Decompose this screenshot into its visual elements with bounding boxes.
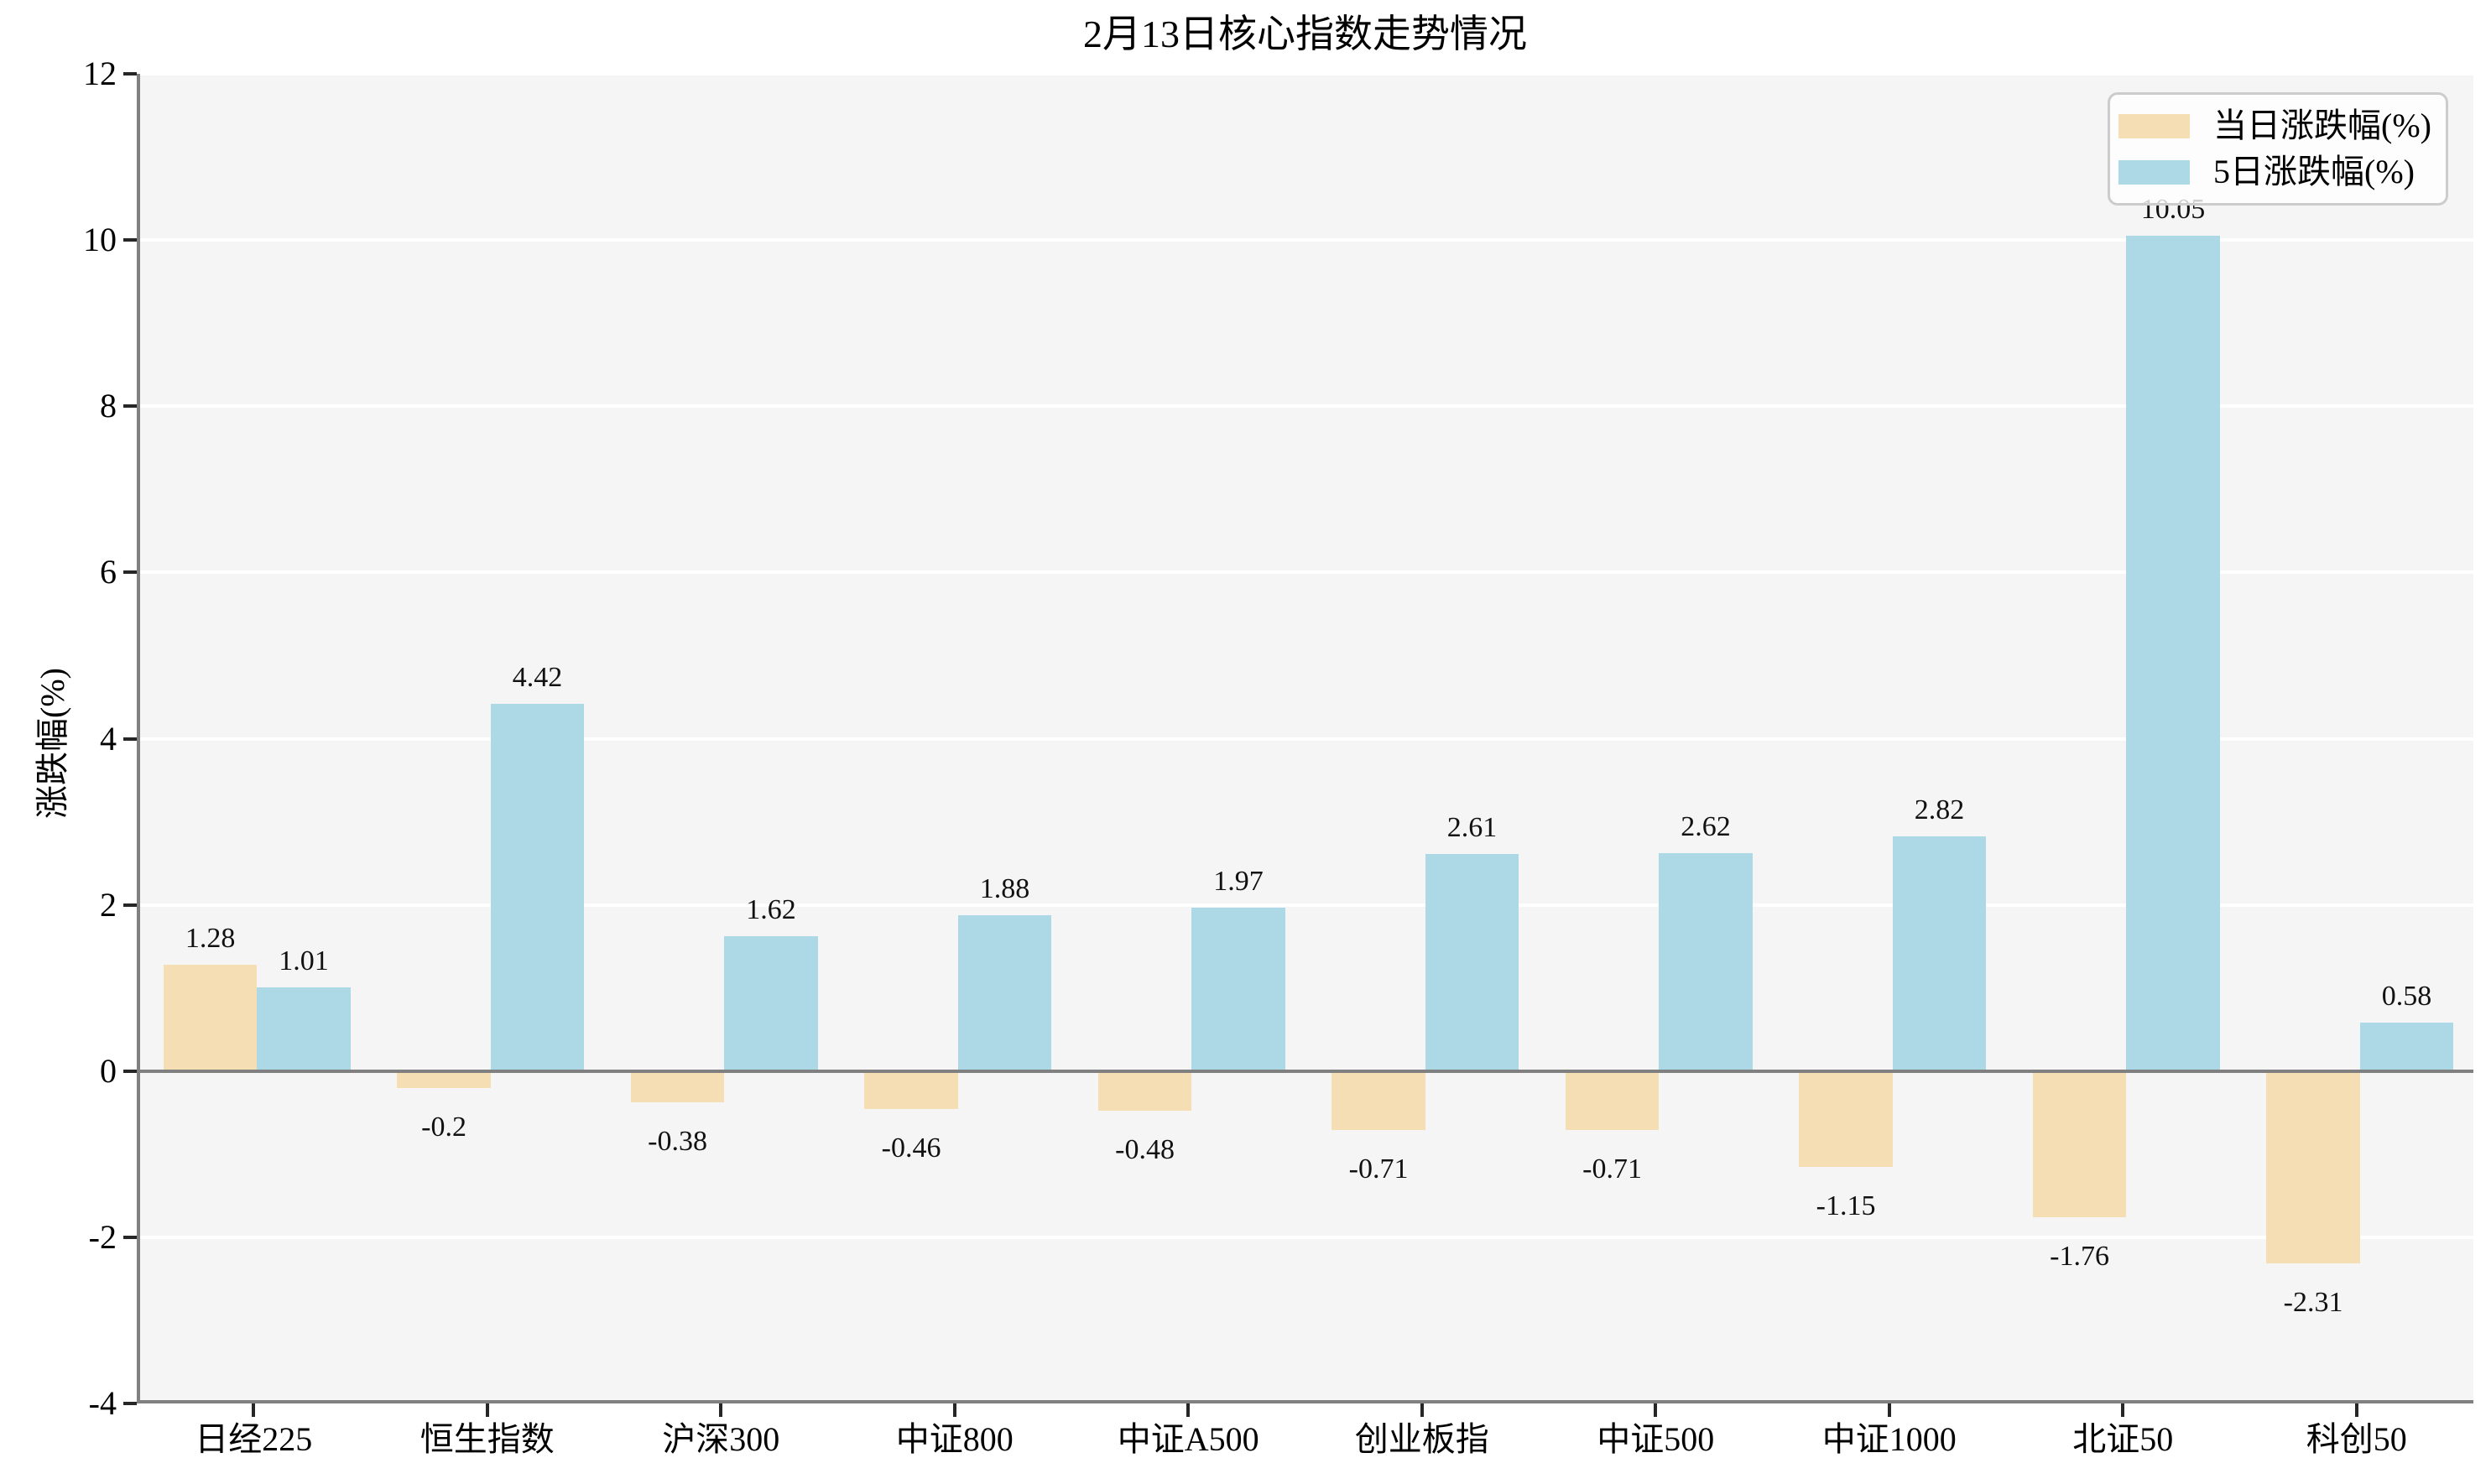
- legend-label-daily: 当日涨跌幅(%): [2213, 107, 2431, 144]
- bar-value-daily-中证A500: -0.48: [1115, 1134, 1175, 1166]
- bar-value-daily-日经225: 1.28: [185, 922, 236, 954]
- zero-axis-line: [140, 1069, 2473, 1073]
- x-tick-mark-创业板指: [1420, 1403, 1424, 1417]
- legend-swatch-daily: [2118, 113, 2190, 138]
- x-tick-label-沪深300: 沪深300: [662, 1420, 780, 1458]
- bar-daily-恒生指数: [397, 1070, 491, 1088]
- bar-daily-中证1000: [1799, 1070, 1893, 1167]
- legend-item-daily: 当日涨跌幅(%): [2118, 107, 2437, 144]
- y-tick-mark-0: [123, 1069, 137, 1073]
- gridline-y10: [140, 238, 2473, 242]
- y-tick-mark-4: [123, 737, 137, 741]
- y-tick-label-6: 6: [100, 553, 117, 591]
- legend-item-five-day: 5日涨跌幅(%): [2118, 154, 2437, 190]
- x-tick-label-中证1000: 中证1000: [1821, 1420, 1957, 1458]
- gridline-y4: [140, 737, 2473, 741]
- x-tick-mark-中证800: [952, 1403, 956, 1417]
- gridline-y12: [140, 72, 2473, 76]
- x-tick-mark-沪深300: [719, 1403, 723, 1417]
- plot-area: 1.28 -0.2 -0.38 -0.46 -0.48 -0.71 -0.71 -1.15 -1…: [137, 72, 2473, 1403]
- y-tick-mark--4: [123, 1402, 137, 1405]
- bar-value-daily-北证50: -1.76: [2050, 1241, 2109, 1273]
- bar-value-5day-创业板指: 2.61: [1446, 812, 1498, 844]
- bar-daily-中证A500: [1097, 1070, 1192, 1112]
- y-tick-label--4: -4: [88, 1384, 117, 1422]
- bar-5day-中证800: [957, 914, 1052, 1071]
- y-tick-label-8: 8: [100, 387, 117, 425]
- gridline-y2: [140, 903, 2473, 907]
- bar-value-5day-科创50: 0.58: [2381, 981, 2432, 1013]
- bar-value-daily-中证800: -0.46: [881, 1133, 941, 1164]
- y-tick-label-12: 12: [83, 55, 117, 92]
- y-tick-label-2: 2: [100, 885, 117, 924]
- bar-5day-中证A500: [1191, 907, 1285, 1071]
- bar-daily-科创50: [2266, 1070, 2360, 1263]
- x-tick-label-中证A500: 中证A500: [1117, 1420, 1259, 1458]
- x-tick-mark-恒生指数: [485, 1403, 489, 1417]
- bar-value-daily-沪深300: -0.38: [648, 1126, 707, 1158]
- x-tick-label-北证50: 北证50: [2072, 1420, 2174, 1458]
- y-tick-mark-2: [123, 903, 137, 907]
- bar-5day-日经225: [257, 987, 351, 1071]
- bar-daily-沪深300: [630, 1070, 725, 1103]
- bar-value-5day-日经225: 1.01: [279, 945, 329, 976]
- bar-value-daily-科创50: -2.31: [2283, 1286, 2343, 1318]
- x-tick-mark-北证50: [2121, 1403, 2125, 1417]
- y-tick-mark-12: [123, 72, 137, 76]
- y-tick-mark-6: [123, 570, 137, 575]
- x-tick-label-日经225: 日经225: [195, 1420, 313, 1458]
- bar-value-daily-中证1000: -1.15: [1816, 1190, 1876, 1221]
- x-tick-mark-中证500: [1654, 1403, 1658, 1417]
- gridline-y8: [140, 404, 2473, 409]
- bar-5day-中证1000: [1892, 836, 1987, 1071]
- x-tick-mark-科创50: [2354, 1403, 2358, 1417]
- bar-daily-日经225: [163, 964, 258, 1071]
- bar-daily-中证500: [1565, 1070, 1660, 1131]
- y-tick-label-4: 4: [100, 719, 117, 758]
- x-tick-mark-日经225: [252, 1403, 256, 1417]
- x-tick-label-科创50: 科创50: [2306, 1420, 2407, 1458]
- bar-5day-恒生指数: [490, 703, 585, 1071]
- y-tick-mark-10: [123, 238, 137, 242]
- bar-value-5day-中证1000: 2.82: [1914, 794, 1965, 826]
- x-tick-label-中证800: 中证800: [895, 1420, 1014, 1458]
- bar-daily-北证50: [2032, 1070, 2127, 1218]
- x-tick-mark-中证1000: [1887, 1403, 1891, 1417]
- bar-5day-科创50: [2359, 1023, 2454, 1071]
- x-tick-label-恒生指数: 恒生指数: [420, 1420, 555, 1458]
- x-tick-label-创业板指: 创业板指: [1354, 1420, 1489, 1458]
- x-tick-mark-中证A500: [1186, 1403, 1191, 1417]
- bar-value-daily-创业板指: -0.71: [1348, 1153, 1409, 1185]
- bar-5day-沪深300: [724, 936, 818, 1071]
- bar-value-5day-中证500: 2.62: [1681, 811, 1731, 843]
- bar-value-5day-沪深300: 1.62: [746, 894, 796, 926]
- bar-daily-中证800: [864, 1070, 958, 1110]
- legend-swatch-five-day: [2118, 159, 2190, 185]
- legend-label-five-day: 5日涨跌幅(%): [2213, 153, 2415, 190]
- gridline-y-2: [140, 1235, 2473, 1239]
- x-tick-label-中证500: 中证500: [1597, 1420, 1715, 1458]
- bar-5day-创业板指: [1425, 854, 1519, 1071]
- y-tick-label--2: -2: [88, 1217, 117, 1256]
- y-tick-label-0: 0: [100, 1051, 117, 1090]
- gridline-y6: [140, 570, 2473, 575]
- bar-daily-创业板指: [1331, 1070, 1425, 1131]
- bar-value-daily-中证500: -0.71: [1582, 1153, 1642, 1185]
- bar-value-5day-中证A500: 1.97: [1213, 865, 1264, 897]
- bar-5day-北证50: [2126, 236, 2220, 1071]
- y-tick-mark-8: [123, 404, 137, 409]
- chart-title: 2月13日核心指数走势情况: [1083, 13, 1527, 55]
- bar-value-5day-恒生指数: 4.42: [512, 661, 563, 693]
- legend: 当日涨跌幅(%) 5日涨跌幅(%): [2108, 92, 2448, 206]
- bar-5day-中证500: [1659, 853, 1753, 1071]
- bar-value-daily-恒生指数: -0.2: [421, 1111, 466, 1143]
- y-tick-mark--2: [123, 1235, 137, 1239]
- y-tick-label-10: 10: [83, 221, 117, 259]
- bar-value-5day-中证800: 1.88: [979, 872, 1030, 904]
